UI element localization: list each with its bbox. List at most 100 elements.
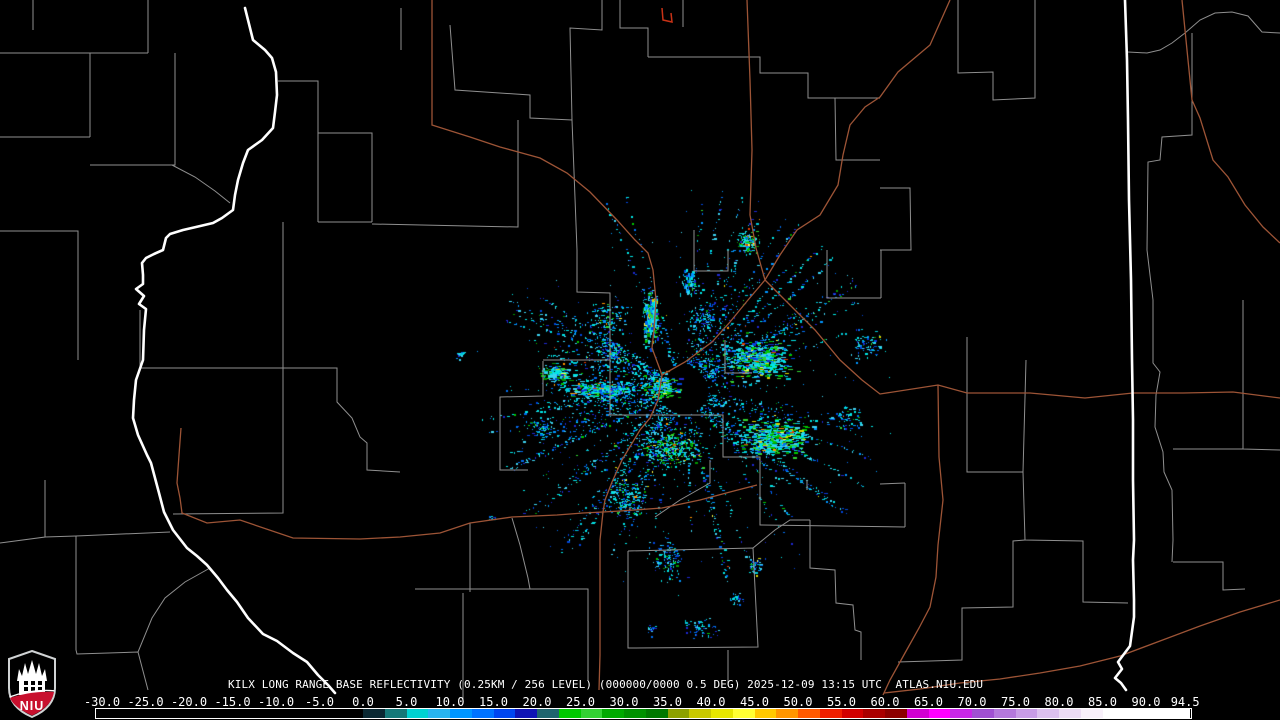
red-road-marker [661, 7, 673, 23]
colorbar-tick: 70.0 [957, 695, 987, 709]
colorbar-segment [363, 709, 385, 718]
radar-caption: KILX LONG RANGE BASE REFLECTIVITY (0.25K… [228, 678, 984, 691]
colorbar-tick: 50.0 [783, 695, 813, 709]
colorbar-segment [1102, 709, 1190, 718]
colorbar-segment [537, 709, 559, 718]
niu-logo: NIU [8, 650, 56, 718]
highway [764, 279, 1280, 399]
colorbar-segment [906, 709, 929, 718]
colorbar-segment [667, 709, 690, 718]
highway [883, 599, 1280, 694]
county-boundary [957, 0, 1036, 101]
colorbar-tick: 60.0 [870, 695, 900, 709]
highway [661, 0, 951, 376]
highway [882, 384, 944, 696]
county-boundary [879, 482, 906, 485]
county-boundary [137, 567, 211, 653]
colorbar-segment [819, 709, 842, 718]
highway [598, 374, 663, 691]
state-border [131, 6, 337, 695]
highway [176, 427, 758, 540]
colorbar-segment [863, 709, 885, 718]
colorbar-segment [471, 709, 494, 718]
colorbar-segment [885, 709, 907, 718]
highway [431, 0, 663, 376]
colorbar-segment [1015, 709, 1038, 718]
county-boundary [966, 337, 1027, 473]
colorbar-segment [754, 709, 777, 718]
county-boundary [619, 0, 649, 57]
colorbar-segment [624, 709, 646, 718]
colorbar-segment [1059, 709, 1081, 718]
county-boundary [654, 460, 711, 518]
colorbar-tick: 45.0 [740, 695, 769, 709]
colorbar-segment [1037, 709, 1059, 718]
county-boundary [0, 480, 46, 544]
county-boundary [1242, 300, 1280, 451]
colorbar-tick: 30.0 [609, 695, 639, 709]
county-boundary [75, 531, 171, 537]
county-boundary [1173, 561, 1246, 591]
colorbar-tick: 0.0 [352, 695, 374, 709]
colorbar-tick: 40.0 [696, 695, 726, 709]
colorbar-segment [798, 709, 820, 718]
highway [1181, 0, 1280, 244]
reflectivity-colorbar [95, 708, 1192, 719]
county-boundary [499, 361, 544, 471]
colorbar-segment [428, 709, 450, 718]
county-boundary [648, 56, 880, 99]
colorbar-tick: -10.0 [257, 695, 295, 709]
colorbar-segment [406, 709, 429, 718]
colorbar-tick: 94.5 [1170, 695, 1200, 709]
county-boundary [1022, 471, 1129, 604]
colorbar-segment [493, 709, 516, 718]
county-boundary [511, 517, 531, 590]
colorbar-segment [732, 709, 755, 718]
logo-red-band [10, 691, 54, 716]
colorbar-tick: -5.0 [305, 695, 334, 709]
county-boundary [90, 53, 176, 166]
colorbar-tick: 5.0 [395, 695, 418, 709]
colorbar-segment [841, 709, 864, 718]
red-road-marker [661, 7, 673, 23]
colorbar-tick: 10.0 [435, 695, 465, 709]
colorbar-segment [972, 709, 994, 718]
county-boundary [897, 539, 1026, 663]
county-boundary [608, 414, 906, 528]
colorbar-segment [689, 709, 711, 718]
colorbar-tick: 75.0 [1001, 695, 1030, 709]
logo-swoosh [9, 689, 55, 698]
colorbar-tick: 35.0 [653, 695, 682, 709]
county-boundary [371, 120, 519, 228]
colorbar-segment [950, 709, 972, 718]
county-boundary [880, 187, 912, 251]
county-boundary [415, 588, 589, 680]
county-boundary [172, 368, 284, 515]
highway [746, 0, 766, 281]
highway-lines [176, 0, 1280, 696]
colorbar-segment [1080, 709, 1103, 718]
colorbar-segment [993, 709, 1016, 718]
county-boundary [826, 250, 881, 299]
county-boundary [809, 520, 862, 660]
colorbar-tick: 20.0 [522, 695, 552, 709]
colorbar-tick: -20.0 [170, 695, 208, 709]
county-boundary [44, 535, 77, 538]
colorbar-tick: 65.0 [914, 695, 943, 709]
colorbar-tick: 55.0 [827, 695, 856, 709]
county-boundary [171, 164, 231, 204]
colorbar-segment [928, 709, 951, 718]
colorbar-segment [96, 709, 363, 718]
colorbar-tick: -30.0 [83, 695, 121, 709]
colorbar-segment [711, 709, 733, 718]
county-boundary [752, 519, 810, 549]
colorbar-segment [776, 709, 798, 718]
county-boundary [278, 80, 319, 222]
county-boundary [283, 367, 401, 473]
colorbar-tick: 15.0 [479, 695, 508, 709]
colorbar-segment [580, 709, 603, 718]
colorbar-tick: 85.0 [1088, 695, 1117, 709]
